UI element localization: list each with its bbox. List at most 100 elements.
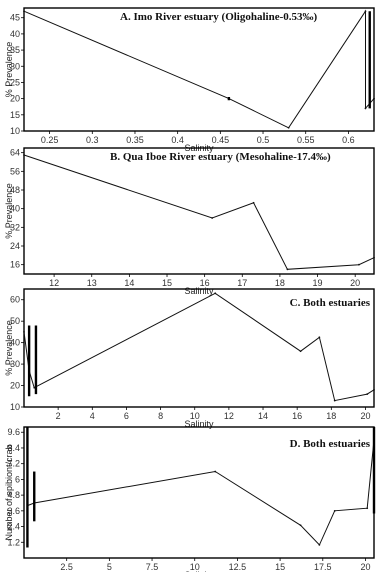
data-point (23, 331, 25, 333)
y-tick-label: 50 (10, 316, 20, 326)
x-tick-label: 5 (107, 562, 112, 572)
data-point (252, 201, 255, 204)
data-point (358, 263, 360, 266)
y-tick-label: 7.2 (7, 459, 20, 469)
x-tick-label: 15 (275, 562, 285, 572)
y-axis-label: Number of epibiont/crab (4, 444, 14, 540)
y-tick-label: 40 (10, 29, 20, 39)
y-tick-label: 30 (10, 61, 20, 71)
y-tick-label: 25 (10, 77, 20, 87)
x-tick-label: 20 (360, 411, 370, 421)
x-tick-label: 20 (360, 562, 370, 572)
data-point (366, 393, 369, 396)
x-tick-label: 14 (258, 411, 268, 421)
x-tick-label: 0.6 (342, 135, 355, 145)
x-tick-label: 2 (56, 411, 61, 421)
x-tick-label: 20 (350, 278, 360, 288)
data-point (373, 256, 375, 259)
chart-panel-2: 12 13 14 15 16 17 18 19 20 16 24 32 40 48 56 64 Salinity… (4, 147, 375, 296)
y-tick-label: 35 (10, 45, 20, 55)
data-point (286, 268, 289, 271)
x-tick-label: 18 (326, 411, 336, 421)
y-tick-label: 4.8 (7, 490, 20, 500)
chart-panel-4: 2.5 5 7.5 10 12.5 15 17.5 20 1.2 2.4 3.6 4.8 6 7.2 8.4… (4, 426, 376, 572)
data-point (214, 292, 217, 295)
data-point (364, 10, 367, 13)
data-point (333, 399, 336, 402)
y-tick-label: 32 (10, 222, 20, 232)
data-point (33, 386, 36, 389)
x-axis-label: Salinity (184, 286, 214, 296)
chart-title: B. Qua Iboe River estuary (Mesohaline-17… (110, 151, 331, 163)
chart-title: A. Imo River estuary (Oligohaline-0.53‰) (120, 11, 318, 23)
x-tick-label: 15 (162, 278, 172, 288)
x-tick-label: 0.4 (171, 135, 184, 145)
x-tick-label: 18 (275, 278, 285, 288)
chart-panel-1: 0.25 0.3 0.35 0.4 0.45 0.5 0.55 0.6 10 15 20 25 30 35… (4, 7, 375, 153)
data-point (333, 509, 336, 512)
y-tick-label: 48 (10, 185, 20, 195)
x-tick-label: 0.3 (86, 135, 99, 145)
data-point (214, 470, 217, 473)
series-line (23, 9, 375, 129)
y-tick-label: 2.4 (7, 522, 20, 532)
y-tick-label: 40 (10, 204, 20, 214)
x-tick-label: 0.35 (126, 135, 144, 145)
plot-frame (23, 7, 375, 132)
y-tick-label: 20 (10, 94, 20, 104)
y-tick-label: 45 (10, 13, 20, 23)
series-line (23, 154, 375, 270)
x-axis-label: Salinity (184, 570, 214, 572)
series-line (23, 292, 375, 402)
data-point (318, 544, 321, 546)
y-tick-label: 9.6 (7, 427, 20, 437)
x-tick-label: 10 (190, 562, 200, 572)
x-tick-label: 17.5 (314, 562, 332, 572)
x-tick-label: 19 (313, 278, 323, 288)
y-tick-label: 60 (10, 295, 20, 305)
x-tick-label: 16 (200, 278, 210, 288)
y-tick-label: 1.2 (7, 537, 20, 547)
y-tick-label: 10 (10, 402, 20, 412)
x-tick-label: 7.5 (146, 562, 159, 572)
chart-title: D. Both estuaries (290, 438, 371, 450)
x-tick-label: 17 (237, 278, 247, 288)
data-point (373, 97, 375, 100)
y-axis-label: % Prevalence (4, 320, 14, 376)
y-tick-label: 64 (10, 148, 20, 158)
x-axis-label: Salinity (184, 419, 214, 429)
y-axis-label: % Prevalence (4, 183, 14, 239)
x-tick-label: 0.45 (212, 135, 230, 145)
x-tick-label: 14 (124, 278, 134, 288)
x-tick-label: 10 (190, 411, 200, 421)
data-point (318, 336, 321, 339)
plot-frame (23, 288, 375, 408)
y-tick-label: 3.6 (7, 506, 20, 516)
y-tick-label: 10 (10, 126, 20, 136)
x-tick-label: 13 (87, 278, 97, 288)
y-axis-label: % Prevalence (4, 42, 14, 98)
chart-panel-3: 2 4 6 8 10 12 14 16 18 20 10 20 30 40 50 60 Salinity % Pr… (4, 288, 375, 429)
y-tick-label: 15 (10, 110, 20, 120)
x-tick-label: 6 (124, 411, 129, 421)
data-point (364, 107, 367, 110)
data-point (366, 507, 369, 510)
x-tick-label: 8 (158, 411, 163, 421)
data-point (23, 154, 25, 156)
chart-title: C. Both estuaries (290, 297, 371, 309)
y-tick-label: 6 (15, 474, 20, 484)
data-point (23, 10, 25, 13)
data-point (211, 217, 214, 219)
y-tick-label: 24 (10, 241, 20, 251)
plot-frame (23, 147, 375, 275)
data-point (373, 388, 375, 391)
x-tick-label: 4 (90, 411, 95, 421)
y-tick-label: 8.4 (7, 443, 20, 453)
x-tick-label: 12 (224, 411, 234, 421)
x-tick-label: 12 (49, 278, 59, 288)
y-tick-label: 16 (10, 260, 20, 270)
series-line (27, 440, 375, 546)
x-tick-label: 0.5 (257, 135, 270, 145)
data-point (287, 126, 290, 129)
